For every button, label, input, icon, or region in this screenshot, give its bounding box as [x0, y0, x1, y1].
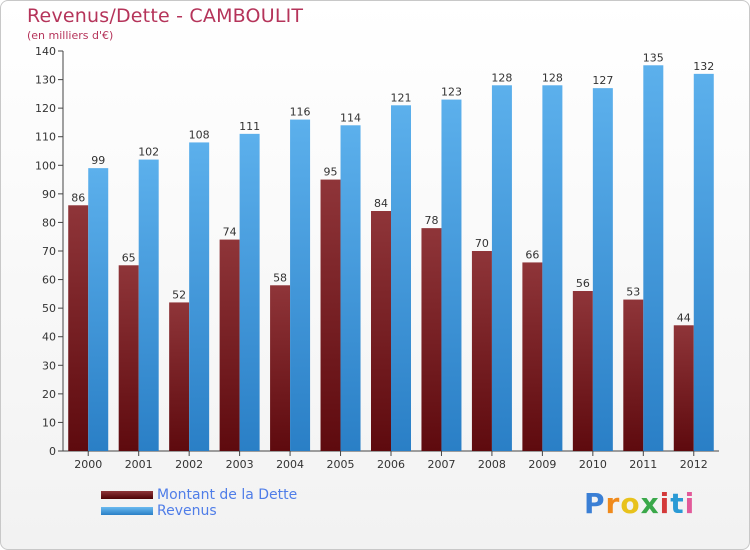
- data-label-revenue: 121: [391, 91, 412, 104]
- data-label-revenue: 132: [693, 60, 714, 73]
- x-tick-label: 2008: [478, 458, 506, 471]
- legend-item-debt: Montant de la Dette: [101, 487, 297, 503]
- bar-revenue: [138, 159, 159, 452]
- legend-swatch-debt: [101, 491, 153, 499]
- y-tick-label: 0: [49, 445, 56, 458]
- y-tick-label: 70: [42, 245, 56, 258]
- bar-debt: [522, 262, 543, 451]
- data-label-debt: 56: [576, 277, 590, 290]
- x-tick-label: 2005: [327, 458, 355, 471]
- bar-revenue: [88, 168, 109, 451]
- data-label-debt: 84: [374, 197, 388, 210]
- y-tick-label: 90: [42, 188, 56, 201]
- data-label-revenue: 128: [491, 71, 512, 84]
- y-tick-label: 30: [42, 359, 56, 372]
- legend: Montant de la Dette Revenus: [101, 487, 297, 519]
- logo-letter: r: [605, 487, 621, 520]
- x-tick-label: 2011: [629, 458, 657, 471]
- data-label-revenue: 116: [290, 106, 311, 119]
- data-label-revenue: 99: [91, 154, 105, 167]
- y-tick-label: 120: [35, 102, 56, 115]
- data-label-debt: 52: [172, 288, 186, 301]
- x-tick-label: 2002: [175, 458, 203, 471]
- bar-debt: [471, 251, 492, 451]
- data-label-revenue: 135: [643, 51, 664, 64]
- data-label-revenue: 102: [138, 146, 159, 159]
- legend-item-revenue: Revenus: [101, 503, 297, 519]
- bar-debt: [169, 302, 190, 451]
- data-label-revenue: 127: [592, 74, 613, 87]
- logo-letter: i: [684, 487, 696, 520]
- x-tick-label: 2012: [680, 458, 708, 471]
- bar-debt: [118, 265, 139, 451]
- bar-revenue: [693, 73, 714, 451]
- data-label-revenue: 114: [340, 111, 361, 124]
- chart-subtitle: (en milliers d'€): [27, 29, 114, 42]
- bar-debt: [673, 325, 694, 451]
- legend-label-revenue: Revenus: [157, 503, 217, 519]
- bar-debt: [68, 205, 89, 451]
- y-tick-label: 110: [35, 131, 56, 144]
- x-tick-label: 2009: [528, 458, 556, 471]
- y-tick-label: 50: [42, 302, 56, 315]
- x-tick-label: 2003: [226, 458, 254, 471]
- logo-letter: x: [640, 487, 660, 520]
- bar-revenue: [592, 88, 613, 452]
- legend-label-debt: Montant de la Dette: [157, 487, 298, 503]
- bar-revenue: [491, 85, 512, 452]
- bar-debt: [320, 179, 341, 452]
- bar-revenue: [189, 142, 210, 451]
- data-label-debt: 65: [122, 251, 136, 264]
- data-label-debt: 58: [273, 271, 287, 284]
- y-tick-label: 140: [35, 45, 56, 58]
- data-label-revenue: 111: [239, 120, 260, 133]
- bar-debt: [219, 239, 240, 451]
- y-tick-label: 130: [35, 74, 56, 87]
- bar-debt: [371, 211, 391, 451]
- y-tick-label: 60: [42, 274, 56, 287]
- bar-revenue: [643, 65, 664, 452]
- proxiti-logo: Proxiti: [584, 487, 695, 520]
- data-label-debt: 74: [223, 226, 237, 239]
- y-tick-label: 40: [42, 331, 56, 344]
- data-label-revenue: 123: [441, 86, 462, 99]
- logo-letter: o: [620, 487, 641, 520]
- logo-letter: t: [670, 487, 685, 520]
- chart-title: Revenus/Dette - CAMBOULIT: [27, 5, 304, 27]
- bar-debt: [421, 228, 442, 451]
- data-label-debt: 95: [324, 166, 338, 179]
- bar-revenue: [290, 119, 311, 452]
- bar-debt: [270, 285, 291, 451]
- bar-debt: [572, 291, 593, 451]
- x-tick-label: 2001: [125, 458, 153, 471]
- y-tick-label: 20: [42, 388, 56, 401]
- data-label-revenue: 128: [542, 71, 563, 84]
- y-tick-label: 10: [42, 416, 56, 429]
- data-label-debt: 66: [525, 248, 539, 261]
- logo-letter: P: [584, 487, 606, 520]
- bar-revenue: [340, 125, 361, 452]
- data-label-debt: 78: [424, 214, 438, 227]
- data-label-debt: 70: [475, 237, 489, 250]
- x-tick-label: 2004: [276, 458, 304, 471]
- data-label-debt: 44: [677, 311, 691, 324]
- x-tick-label: 2010: [579, 458, 607, 471]
- y-tick-label: 80: [42, 216, 56, 229]
- logo-letter: i: [659, 487, 671, 520]
- bar-revenue: [441, 99, 462, 452]
- bar-revenue: [391, 105, 411, 452]
- bar-revenue: [239, 133, 260, 451]
- bar-revenue: [542, 85, 563, 452]
- data-label-revenue: 108: [189, 128, 210, 141]
- x-tick-label: 2000: [74, 458, 102, 471]
- data-label-debt: 53: [626, 286, 640, 299]
- data-label-debt: 86: [71, 191, 85, 204]
- x-tick-label: 2006: [377, 458, 405, 471]
- x-tick-label: 2007: [427, 458, 455, 471]
- legend-swatch-revenue: [101, 507, 153, 515]
- bar-debt: [623, 299, 644, 451]
- y-tick-label: 100: [35, 159, 56, 172]
